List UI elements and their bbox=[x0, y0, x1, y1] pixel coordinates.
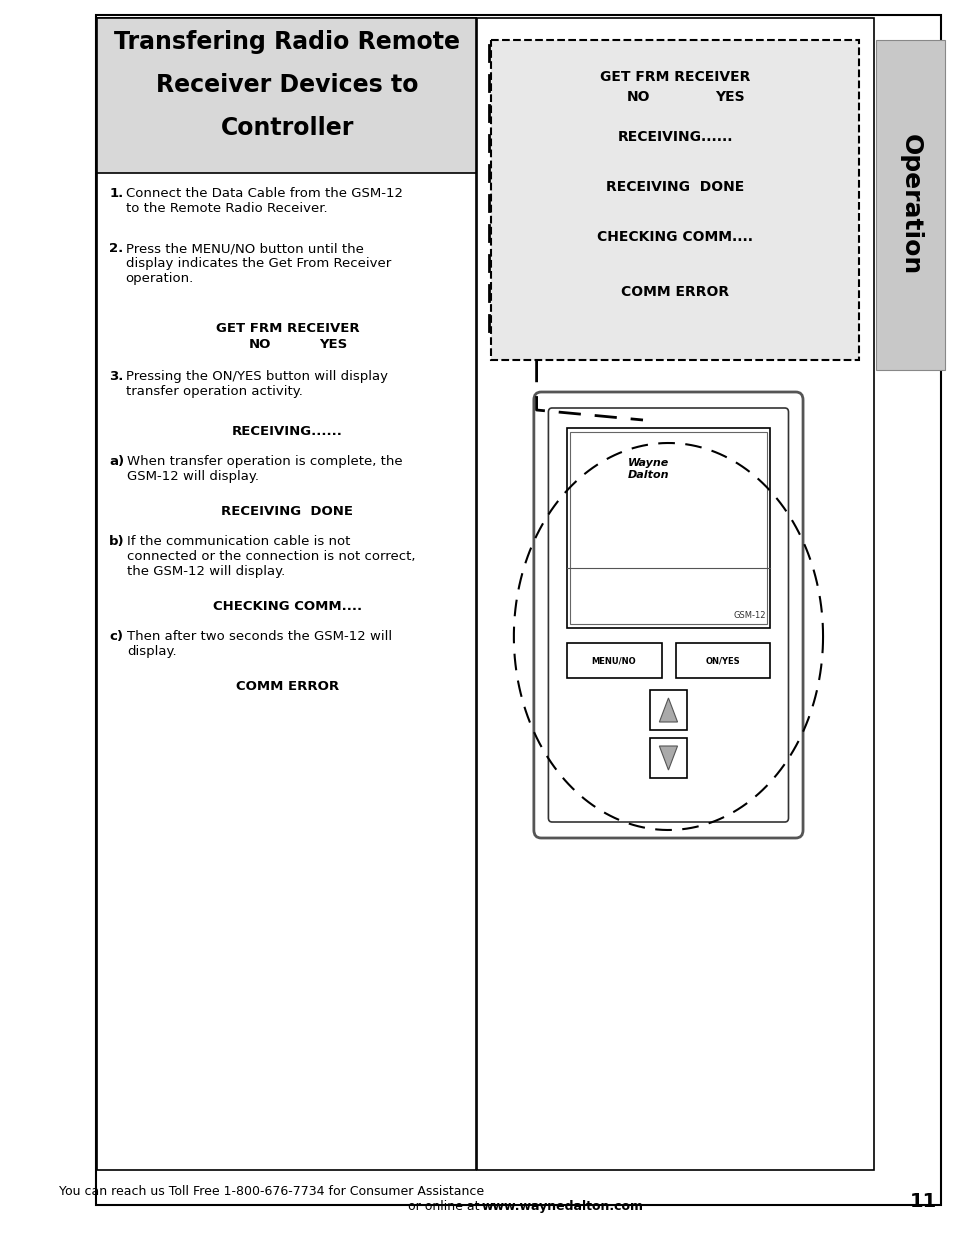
Text: YES: YES bbox=[318, 338, 347, 351]
Polygon shape bbox=[659, 746, 677, 769]
Text: GET FRM RECEIVER: GET FRM RECEIVER bbox=[215, 322, 359, 335]
Text: RECEIVING  DONE: RECEIVING DONE bbox=[605, 180, 743, 194]
Text: If the communication cable is not
connected or the connection is not correct,
th: If the communication cable is not connec… bbox=[128, 535, 416, 578]
Text: COMM ERROR: COMM ERROR bbox=[620, 285, 729, 299]
Text: YES: YES bbox=[715, 90, 744, 104]
Bar bbox=[491, 40, 859, 359]
Text: Then after two seconds the GSM-12 will
display.: Then after two seconds the GSM-12 will d… bbox=[128, 630, 392, 658]
Bar bbox=[477, 19, 873, 1170]
Text: 11: 11 bbox=[908, 1192, 936, 1212]
Text: Pressing the ON/YES button will display
transfer operation activity.: Pressing the ON/YES button will display … bbox=[126, 370, 387, 398]
Bar bbox=[875, 40, 943, 370]
Text: CHECKING COMM....: CHECKING COMM.... bbox=[597, 230, 753, 245]
Text: 1.: 1. bbox=[109, 186, 123, 200]
Text: Controller: Controller bbox=[220, 116, 354, 140]
Text: GET FRM RECEIVER: GET FRM RECEIVER bbox=[599, 70, 750, 84]
Text: 3.: 3. bbox=[109, 370, 124, 383]
Bar bbox=[675, 643, 769, 678]
Text: 2.: 2. bbox=[109, 242, 123, 254]
Text: MENU/NO: MENU/NO bbox=[591, 656, 636, 664]
Text: GSM-12: GSM-12 bbox=[733, 611, 765, 620]
Text: RECEIVING......: RECEIVING...... bbox=[232, 425, 342, 438]
Text: CHECKING COMM....: CHECKING COMM.... bbox=[213, 600, 361, 613]
Text: NO: NO bbox=[626, 90, 650, 104]
Bar bbox=[566, 643, 661, 678]
FancyBboxPatch shape bbox=[548, 408, 788, 823]
Bar bbox=[650, 690, 686, 730]
Bar bbox=[97, 19, 476, 173]
Text: Connect the Data Cable from the GSM-12
to the Remote Radio Receiver.: Connect the Data Cable from the GSM-12 t… bbox=[126, 186, 402, 215]
Text: RECEIVING......: RECEIVING...... bbox=[617, 130, 732, 144]
Bar bbox=[97, 19, 476, 1170]
Text: a): a) bbox=[109, 454, 124, 468]
Bar bbox=[566, 429, 769, 629]
Text: www.waynedalton.com: www.waynedalton.com bbox=[481, 1200, 643, 1213]
Text: NO: NO bbox=[249, 338, 271, 351]
Text: ON/YES: ON/YES bbox=[705, 656, 740, 664]
Polygon shape bbox=[659, 698, 677, 722]
Text: c): c) bbox=[109, 630, 123, 643]
Text: RECEIVING  DONE: RECEIVING DONE bbox=[221, 505, 353, 517]
Text: Operation: Operation bbox=[898, 135, 922, 275]
Text: When transfer operation is complete, the
GSM-12 will display.: When transfer operation is complete, the… bbox=[128, 454, 402, 483]
Text: b): b) bbox=[109, 535, 125, 548]
Text: Press the MENU/NO button until the
display indicates the Get From Receiver
opera: Press the MENU/NO button until the displ… bbox=[126, 242, 391, 285]
Text: You can reach us Toll Free 1-800-676-7734 for Consumer Assistance
or online at: You can reach us Toll Free 1-800-676-773… bbox=[59, 1186, 483, 1213]
Text: Receiver Devices to: Receiver Devices to bbox=[156, 73, 418, 98]
FancyBboxPatch shape bbox=[534, 391, 802, 839]
Text: COMM ERROR: COMM ERROR bbox=[235, 680, 338, 693]
Text: Transfering Radio Remote: Transfering Radio Remote bbox=[114, 30, 460, 54]
Text: Wayne
Dalton: Wayne Dalton bbox=[627, 458, 668, 479]
Bar bbox=[570, 432, 766, 624]
Bar bbox=[650, 739, 686, 778]
